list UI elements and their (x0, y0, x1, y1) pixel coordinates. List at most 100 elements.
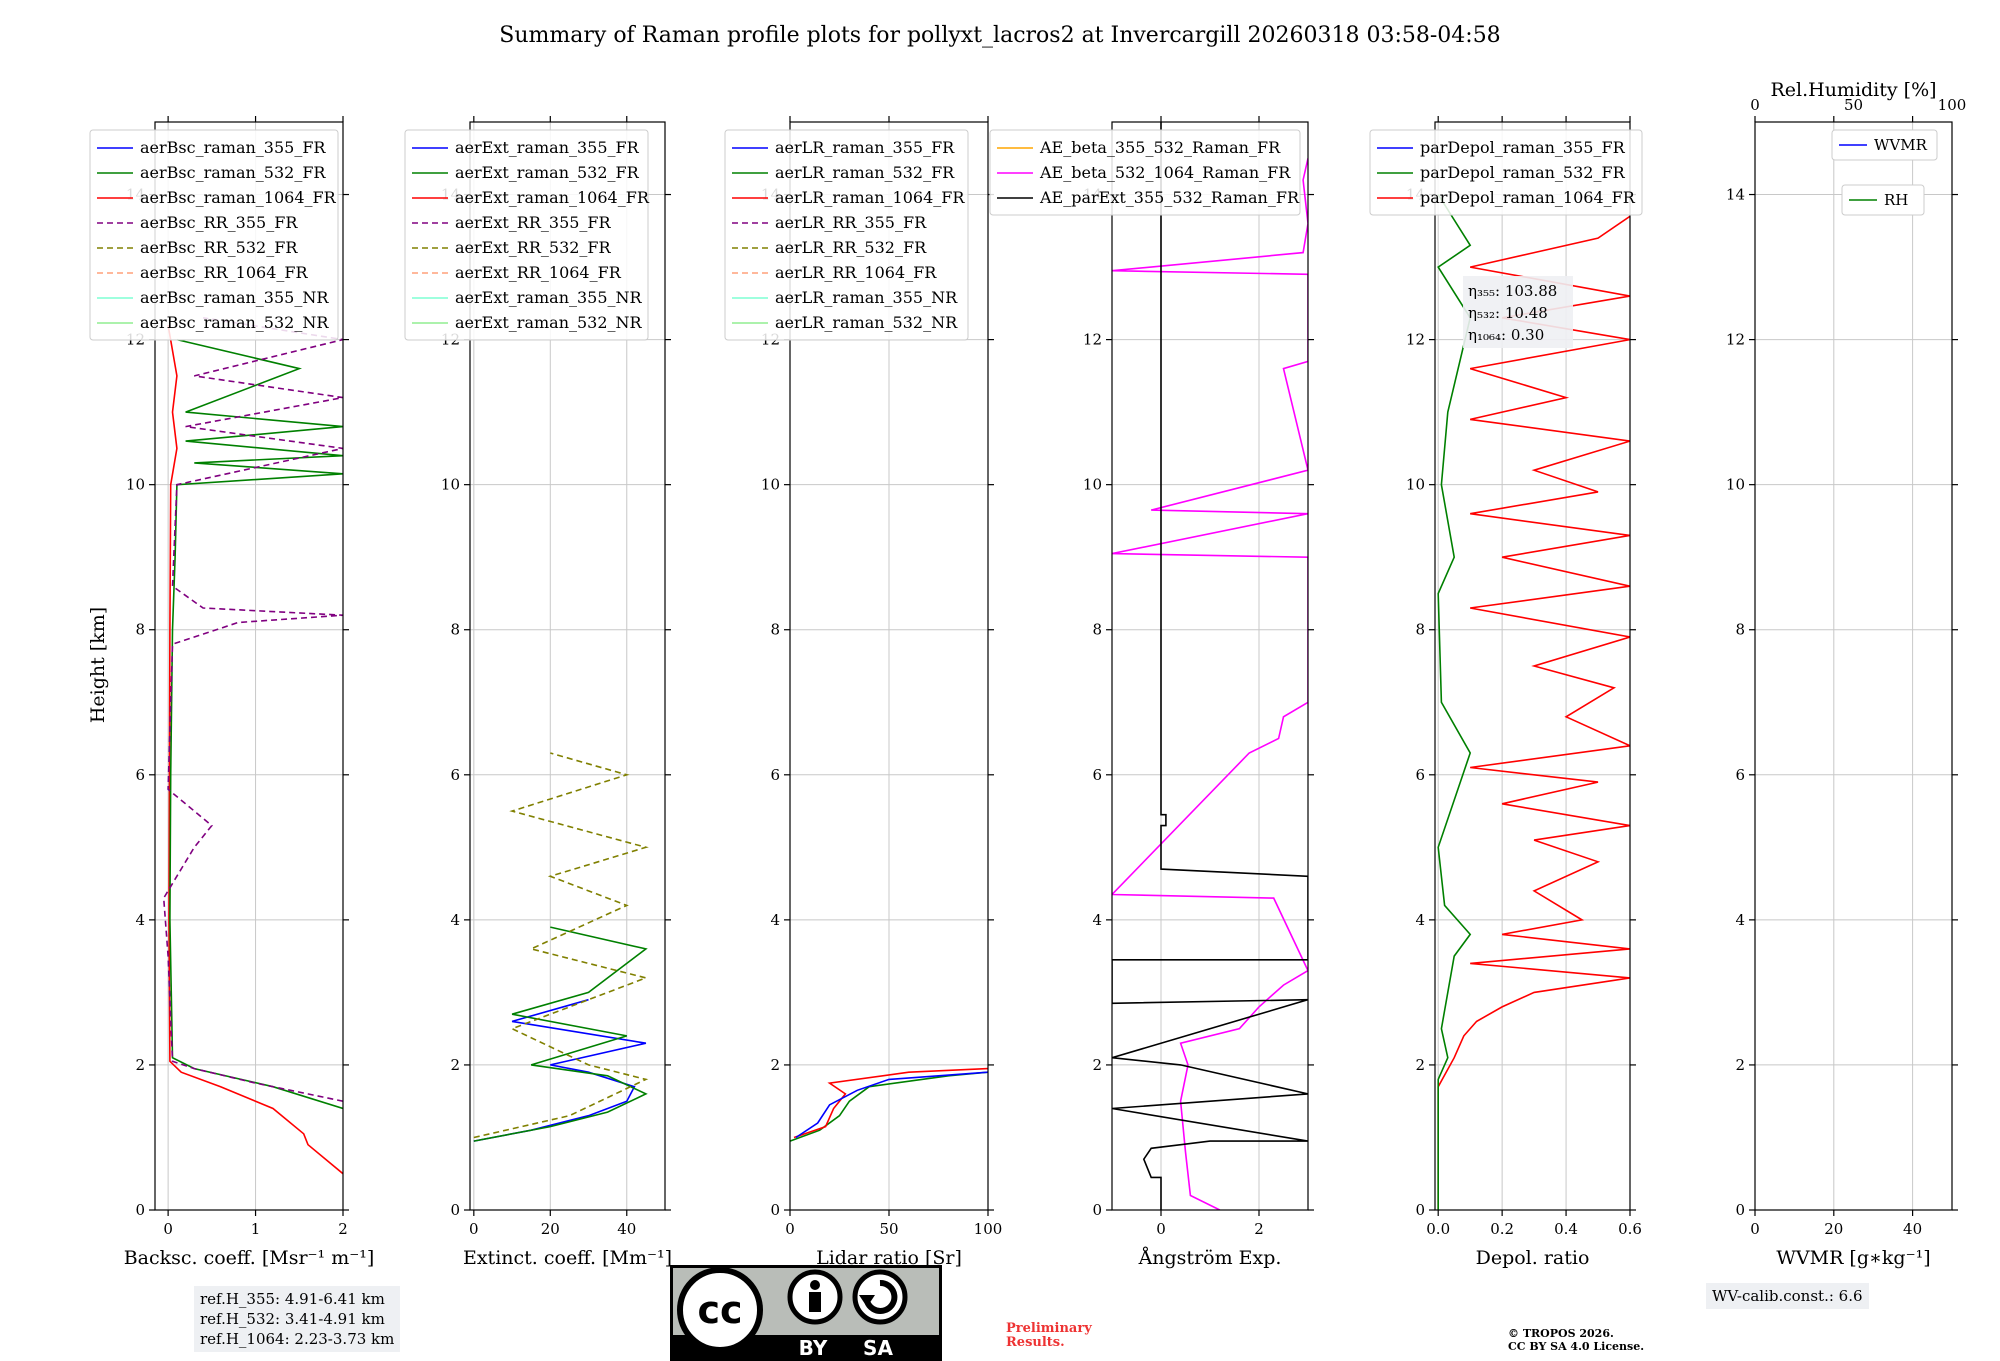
series-line-aerLR_raman_355_FR (795, 1071, 988, 1139)
y-tick-label: 2 (1735, 1056, 1745, 1074)
plot-frame (1111, 121, 1309, 1211)
legend-box (1369, 129, 1643, 216)
x-tick-label: 0.2 (1490, 1220, 1514, 1238)
y-tick-label: 6 (1415, 766, 1425, 784)
legend-label-2: aerLR_raman_1064_FR (775, 188, 965, 207)
panel-ext: 0246810121402040Extinct. coeff. [Mm⁻¹]ae… (404, 116, 672, 1269)
series-line-aerBsc_RR_355_FR (162, 317, 343, 1102)
ref-height-355: ref.H_355: 4.91-6.41 km (200, 1290, 385, 1308)
share-alike-arc (864, 1279, 898, 1314)
legend-box (89, 129, 339, 341)
legend-label-0: aerLR_raman_355_FR (775, 138, 955, 157)
y-tick-label: 8 (450, 621, 460, 639)
plot-frame (154, 121, 344, 1211)
series-line-AE_beta_532_1064_Raman_FR (1112, 158, 1308, 1210)
y-tick-label: 6 (450, 766, 460, 784)
y-tick-label: 2 (1415, 1056, 1425, 1074)
legend-label-0: parDepol_raman_355_FR (1420, 138, 1626, 157)
share-alike-icon (852, 1269, 908, 1325)
y-tick-label: 0 (135, 1201, 145, 1219)
legend-label-7: aerLR_raman_532_NR (775, 313, 958, 332)
wv-calib-box: WV-calib.const.: 6.6 (1706, 1283, 1869, 1309)
y-tick-label: 10 (441, 476, 460, 494)
legend-rh: RH (1841, 184, 1925, 216)
legend-box (404, 129, 649, 341)
y-tick-label: 2 (1092, 1056, 1102, 1074)
ref-height-532: ref.H_532: 3.41-4.91 km (200, 1310, 385, 1328)
y-tick-label: 12 (1726, 331, 1745, 349)
y-tick-label: 8 (135, 621, 145, 639)
series-line-aerExt_raman_355_FR (473, 998, 647, 1142)
legend-label-1: aerExt_raman_532_FR (455, 163, 640, 182)
x-tick-label: 0 (469, 1220, 479, 1238)
x-tick-label: 20 (541, 1220, 560, 1238)
x-axis-label-ext: Extinct. coeff. [Mm⁻¹] (463, 1247, 672, 1269)
y-tick-label: 4 (770, 911, 780, 929)
legend-label-0: aerExt_raman_355_FR (455, 138, 640, 157)
legend-label-5: aerLR_RR_1064_FR (775, 263, 937, 282)
x-tick-label: 40 (1903, 1220, 1922, 1238)
legend-label-1: parDepol_raman_532_FR (1420, 163, 1626, 182)
x-tick-label: 100 (974, 1220, 1003, 1238)
y-tick-label: 12 (1406, 331, 1425, 349)
reference-heights-box: ref.H_355: 4.91-6.41 km ref.H_532: 3.41-… (194, 1286, 401, 1352)
y-tick-label: 6 (1092, 766, 1102, 784)
legend-label-0: aerBsc_raman_355_FR (140, 138, 326, 157)
series-line-aerLR_raman_1064_FR (793, 1067, 988, 1139)
plot-frame (1754, 121, 1953, 1211)
cc-logo-text: cc (697, 1288, 742, 1332)
x-tick-label: 0 (1156, 1220, 1166, 1238)
x-tick-label: 0.0 (1426, 1220, 1450, 1238)
ref-height-1064: ref.H_1064: 2.23-3.73 km (200, 1330, 395, 1348)
y-tick-label: 4 (1735, 911, 1745, 929)
y-tick-label: 8 (770, 621, 780, 639)
legend-box (724, 129, 969, 341)
y-tick-label: 10 (1406, 476, 1425, 494)
legend-label-3: aerExt_RR_355_FR (455, 213, 612, 232)
series-line-AE_parExt_355_532_Raman_FR (1112, 122, 1308, 1210)
legend-label-7: aerBsc_raman_532_NR (140, 313, 329, 332)
y-tick-label: 10 (1083, 476, 1102, 494)
legend-ext: aerExt_raman_355_FR aerExt_raman_532_FRae… (404, 129, 650, 341)
copyright-note: © TROPOS 2026. CC BY SA 4.0 License. (1508, 1327, 1644, 1353)
series-line-aerBsc_raman_532_FR (169, 338, 343, 1110)
series-line-aerExt_RR_532_FR (473, 752, 649, 1139)
x-tick-label: 2 (1254, 1220, 1264, 1238)
badge-sa-label: SA (863, 1336, 893, 1360)
chart-title: Summary of Raman profile plots for polly… (499, 23, 1500, 48)
x-tick-label: 0 (785, 1220, 795, 1238)
legend-label-4: aerBsc_RR_532_FR (140, 238, 298, 257)
x2-tick-label: 50 (1844, 96, 1863, 114)
x-axis-label-wv: WVMR [g∗kg⁻¹] (1776, 1247, 1930, 1269)
legend-label: RH (1884, 191, 1908, 209)
preliminary-line-2: Results. (1006, 1335, 1065, 1350)
x-axis-label-bsc: Backsc. coeff. [Msr⁻¹ m⁻¹] (124, 1247, 375, 1269)
legend-box (1831, 129, 1938, 161)
cc-by-sa-license-badge: cc BY SA (670, 1265, 942, 1361)
preliminary-line-1: Preliminary (1006, 1321, 1092, 1336)
cc-logo-icon (677, 1267, 763, 1353)
legend-label-6: aerExt_raman_355_NR (455, 288, 643, 307)
legend-depol: parDepol_raman_355_FR parDepol_raman_532_… (1369, 129, 1643, 216)
x-axis-label-lr: Lidar ratio [Sr] (816, 1247, 962, 1269)
legend-label-1: aerLR_raman_532_FR (775, 163, 955, 182)
legend-label-4: aerExt_RR_532_FR (455, 238, 612, 257)
x-tick-label: 1 (251, 1220, 261, 1238)
x-axis-label-depol: Depol. ratio (1476, 1247, 1590, 1269)
attribution-head (810, 1280, 820, 1290)
y-tick-label: 8 (1415, 621, 1425, 639)
panel-wv: 0 2 4 6 8 10 12 14 0 20 40 WVMR [g∗kg⁻¹] 0 50 100Rel.H… (1726, 79, 1966, 1269)
copyright-line-2: CC BY SA 4.0 License. (1508, 1340, 1645, 1353)
y-axis-label: Height [km] (87, 607, 109, 723)
x-tick-label: 0.6 (1618, 1220, 1642, 1238)
legend-bsc: aerBsc_raman_355_FR aerBsc_raman_532_FRae… (89, 129, 339, 341)
y-tick-label: 0 (1415, 1201, 1425, 1219)
x-axis-label-ae: Ångström Exp. (1138, 1247, 1282, 1269)
legend-label: WVMR (1874, 136, 1928, 154)
y-tick-label: 4 (1415, 911, 1425, 929)
y-tick-label: 6 (135, 766, 145, 784)
x-tick-label: 20 (1824, 1220, 1843, 1238)
legend-box (1841, 184, 1925, 216)
